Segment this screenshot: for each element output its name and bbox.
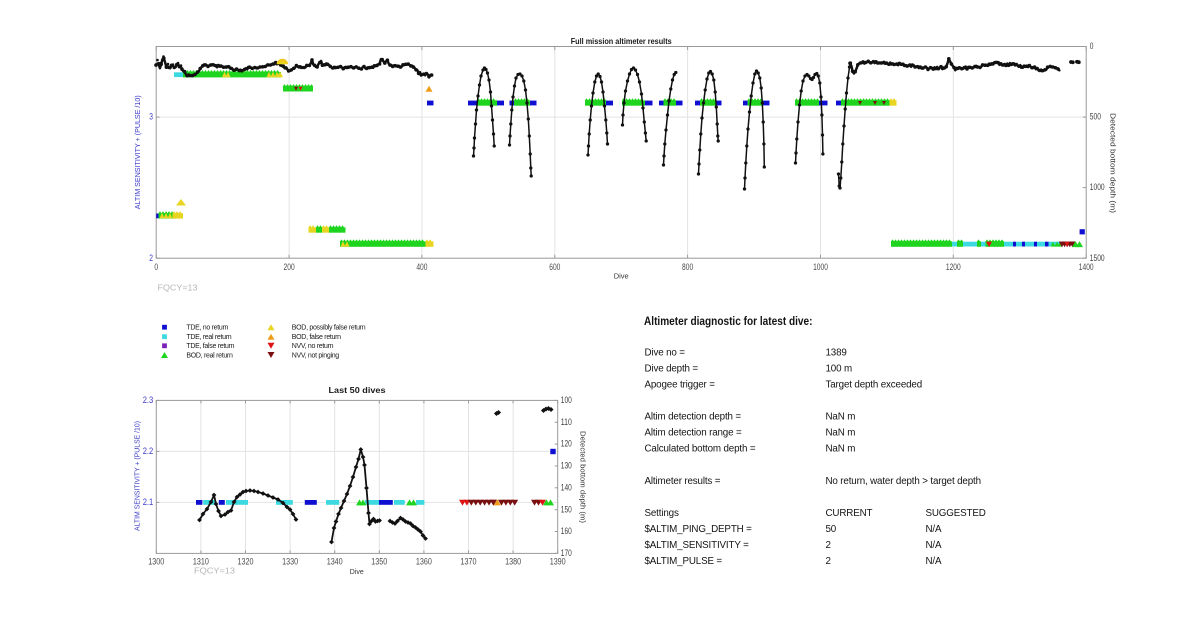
svg-text:Calculated bottom depth =: Calculated bottom depth =	[645, 444, 756, 455]
svg-text:1000: 1000	[813, 262, 828, 272]
svg-text:120: 120	[561, 439, 572, 449]
svg-text:TDE, false return: TDE, false return	[186, 343, 234, 350]
svg-text:100 m: 100 m	[826, 363, 852, 374]
svg-text:BOD, false return: BOD, false return	[292, 334, 341, 341]
svg-text:NVV, no return: NVV, no return	[292, 343, 334, 350]
svg-text:N/A: N/A	[926, 540, 942, 551]
svg-text:1200: 1200	[946, 262, 961, 272]
svg-text:Altimeter results =: Altimeter results =	[645, 476, 721, 487]
svg-text:No return, water depth > targe: No return, water depth > target depth	[826, 476, 981, 487]
svg-text:1500: 1500	[1090, 253, 1105, 263]
svg-text:Apogee trigger =: Apogee trigger =	[645, 380, 716, 391]
svg-text:NaN m: NaN m	[826, 444, 856, 455]
svg-text:Full mission altimeter results: Full mission altimeter results	[571, 37, 672, 46]
svg-text:$ALTIM_SENSITIVITY =: $ALTIM_SENSITIVITY =	[645, 540, 750, 551]
svg-text:NaN m: NaN m	[826, 428, 856, 439]
svg-text:1300: 1300	[148, 556, 164, 566]
svg-text:FQCY=13: FQCY=13	[158, 283, 198, 293]
svg-text:$ALTIM_PING_DEPTH =: $ALTIM_PING_DEPTH =	[645, 524, 753, 535]
svg-text:140: 140	[561, 482, 572, 492]
svg-text:600: 600	[549, 262, 560, 272]
svg-text:1400: 1400	[1079, 262, 1094, 272]
svg-text:1340: 1340	[327, 556, 343, 566]
svg-text:1350: 1350	[371, 556, 387, 566]
svg-text:100: 100	[561, 395, 572, 405]
svg-text:$ALTIM_PULSE =: $ALTIM_PULSE =	[645, 556, 723, 567]
svg-text:CURRENT: CURRENT	[826, 508, 873, 519]
svg-text:1390: 1390	[550, 556, 566, 566]
svg-text:Settings: Settings	[645, 508, 679, 519]
svg-text:1330: 1330	[282, 556, 298, 566]
svg-text:Dive depth =: Dive depth =	[645, 363, 699, 374]
svg-text:FQCY=13: FQCY=13	[194, 566, 235, 576]
svg-text:200: 200	[284, 262, 295, 272]
svg-text:N/A: N/A	[926, 556, 942, 567]
svg-text:NaN m: NaN m	[826, 412, 856, 423]
svg-text:110: 110	[561, 417, 572, 427]
svg-text:Last 50 dives: Last 50 dives	[329, 386, 386, 395]
svg-text:2: 2	[149, 253, 153, 263]
svg-text:Target depth exceeded: Target depth exceeded	[826, 380, 923, 391]
svg-text:500: 500	[1090, 112, 1101, 122]
svg-text:0: 0	[154, 262, 158, 272]
svg-text:2: 2	[826, 556, 831, 567]
svg-text:NVV, not pinging: NVV, not pinging	[292, 352, 339, 359]
svg-text:800: 800	[682, 262, 693, 272]
svg-text:Altim detection depth =: Altim detection depth =	[645, 412, 742, 423]
svg-text:2.1: 2.1	[143, 497, 154, 507]
svg-text:ALTIM SENSITIVITY + (PULSE /10: ALTIM SENSITIVITY + (PULSE /10)	[133, 95, 142, 209]
svg-text:400: 400	[416, 262, 427, 272]
svg-text:170: 170	[561, 548, 572, 558]
svg-text:2: 2	[826, 540, 831, 551]
svg-text:2.2: 2.2	[143, 446, 154, 456]
svg-text:1389: 1389	[826, 347, 847, 358]
svg-text:Altimeter diagnostic for lates: Altimeter diagnostic for latest dive:	[644, 316, 813, 328]
svg-text:1000: 1000	[1090, 182, 1105, 192]
svg-text:Dive: Dive	[350, 567, 364, 576]
svg-text:1380: 1380	[505, 556, 521, 566]
svg-text:1320: 1320	[238, 556, 254, 566]
svg-text:Dive: Dive	[614, 272, 629, 281]
svg-text:BOD, real return: BOD, real return	[186, 352, 233, 359]
svg-text:150: 150	[561, 504, 572, 514]
svg-text:0: 0	[1090, 41, 1094, 51]
svg-text:Dive no =: Dive no =	[645, 347, 686, 358]
svg-text:3: 3	[149, 112, 153, 122]
svg-text:SUGGESTED: SUGGESTED	[926, 508, 986, 519]
svg-text:1360: 1360	[416, 556, 432, 566]
svg-text:130: 130	[561, 461, 572, 471]
svg-text:ALTIM SENSITIVITY + (PULSE /10: ALTIM SENSITIVITY + (PULSE /10)	[133, 421, 142, 531]
svg-text:1370: 1370	[461, 556, 477, 566]
svg-text:160: 160	[561, 526, 572, 536]
svg-text:50: 50	[826, 524, 837, 535]
svg-text:TDE, real return: TDE, real return	[186, 334, 231, 341]
svg-text:Detected bottom depth (m): Detected bottom depth (m)	[579, 431, 588, 523]
svg-text:1310: 1310	[193, 556, 209, 566]
svg-text:Altim detection range =: Altim detection range =	[645, 428, 742, 439]
svg-text:Detected bottom depth (m): Detected bottom depth (m)	[1109, 113, 1118, 213]
svg-text:BOD, possibly false return: BOD, possibly false return	[292, 325, 366, 332]
svg-text:2.3: 2.3	[143, 395, 154, 405]
svg-text:TDE, no return: TDE, no return	[186, 325, 228, 332]
svg-text:N/A: N/A	[926, 524, 942, 535]
